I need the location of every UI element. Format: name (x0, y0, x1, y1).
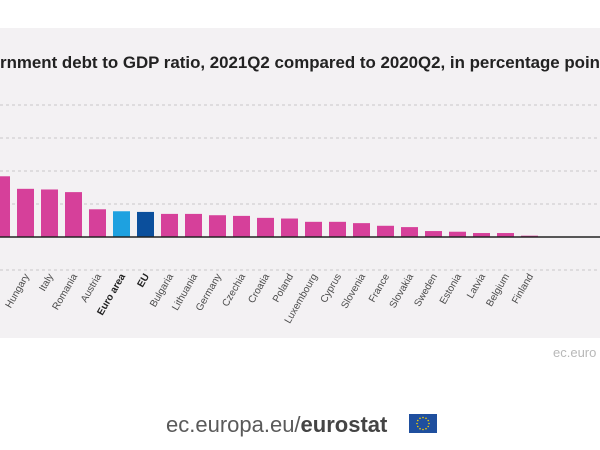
chart-panel (0, 28, 600, 338)
bar-sweden (425, 231, 442, 237)
footer-site: ec.europa.eu/ (166, 412, 301, 437)
bar-lithuania (185, 213, 202, 237)
bar-cyprus (329, 221, 346, 237)
bar-latvia (473, 233, 490, 237)
bar-estonia (449, 231, 466, 237)
bar-poland (281, 218, 298, 237)
source-text: ec.euro (553, 345, 596, 360)
bar-euro-area (113, 211, 130, 237)
chart-title: rnment debt to GDP ratio, 2021Q2 compare… (0, 53, 600, 72)
bar-luxembourg (305, 221, 322, 237)
bar-germany (209, 215, 226, 237)
bar-eu (137, 211, 154, 237)
footer-url[interactable]: ec.europa.eu/eurostat (166, 412, 388, 437)
bar-bulgaria (161, 213, 178, 237)
eu-flag-icon (409, 414, 437, 433)
footer-brand: eurostat (301, 412, 388, 437)
bar-italy (41, 189, 58, 237)
bar-austria (89, 209, 106, 237)
bar-belgium (497, 233, 514, 237)
bar-hungary (17, 188, 34, 237)
bar-slovenia (353, 223, 370, 237)
bar-croatia (257, 217, 274, 237)
bar-romania (65, 192, 82, 237)
bar-czechia (233, 215, 250, 237)
bar-first (0, 176, 10, 237)
bar-slovakia (401, 227, 418, 237)
bar-france (377, 225, 394, 237)
